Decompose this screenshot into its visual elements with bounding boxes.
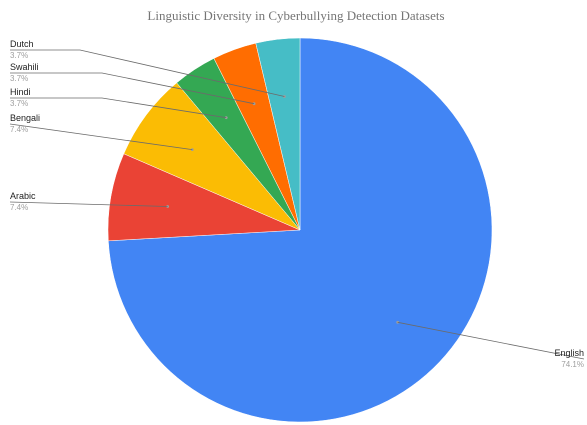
leader-line-dutch <box>10 49 285 97</box>
slice-label-swahili: Swahili <box>10 62 39 72</box>
slice-label-hindi: Hindi <box>10 87 31 97</box>
leader-line-english <box>397 321 585 360</box>
leader-line-arabic <box>9 201 168 207</box>
slice-percent-dutch: 3.7% <box>10 51 28 60</box>
leader-dot-swahili <box>252 102 256 106</box>
slice-group <box>107 37 493 423</box>
leader-line-bengali <box>9 123 193 151</box>
slice-label-english: English <box>554 348 584 358</box>
pie-slice-dutch <box>255 37 301 231</box>
label-group: English 74.1% Arabic 7.4% Bengali 7.4% Hindi 3.… <box>9 39 585 369</box>
slice-percent-hindi: 3.7% <box>10 99 28 108</box>
slice-label-arabic: Arabic <box>10 191 36 201</box>
slice-label-dutch: Dutch <box>10 39 34 49</box>
slice-percent-bengali: 7.4% <box>10 125 28 134</box>
slice-percent-swahili: 3.7% <box>10 74 28 83</box>
leader-line-hindi <box>10 97 227 119</box>
slice-percent-english: 74.1% <box>561 360 584 369</box>
leader-line-swahili <box>10 72 255 105</box>
chart-title: Linguistic Diversity in Cyberbullying De… <box>147 8 444 23</box>
slice-percent-arabic: 7.4% <box>10 203 28 212</box>
slice-label-bengali: Bengali <box>10 113 40 123</box>
leader-dot-bengali <box>190 148 194 152</box>
